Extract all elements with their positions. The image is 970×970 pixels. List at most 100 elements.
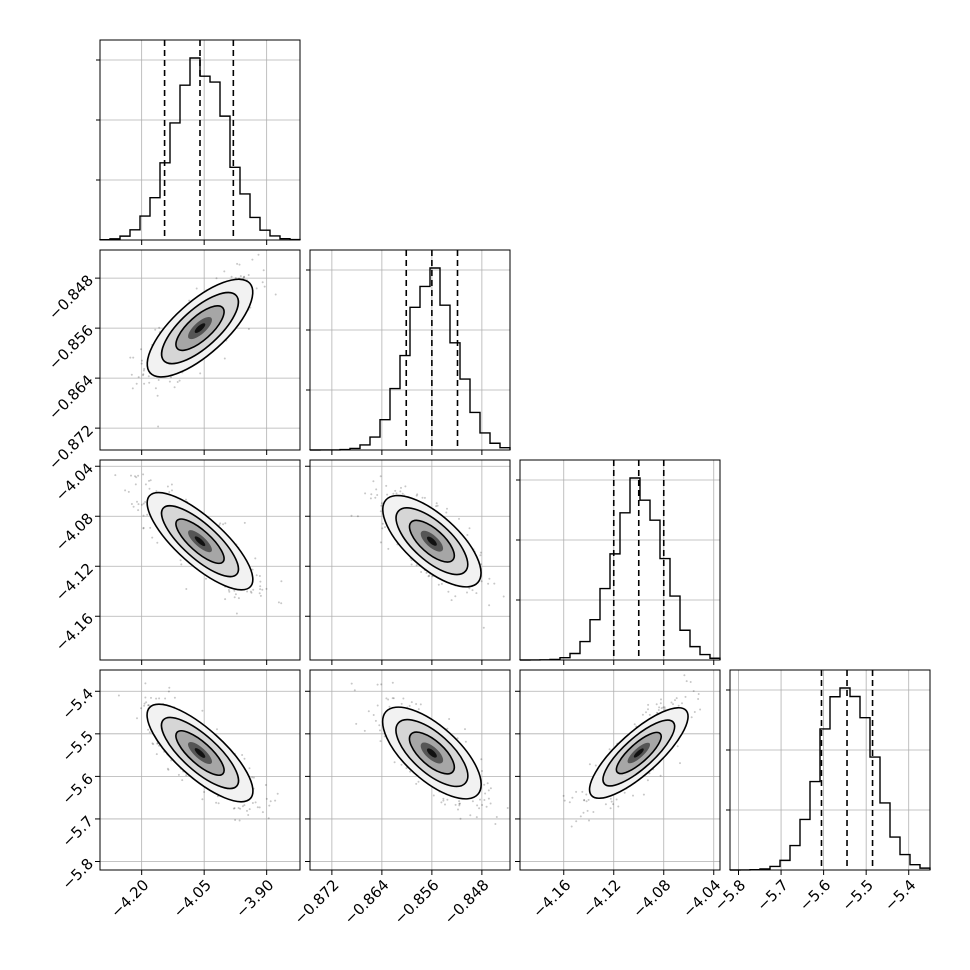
scatter-point: [261, 811, 264, 814]
scatter-point: [575, 790, 578, 793]
scatter-point: [662, 706, 665, 709]
scatter-point: [415, 703, 418, 705]
scatter-point: [380, 502, 383, 505]
scatter-point: [416, 493, 419, 496]
scatter-point: [436, 504, 439, 507]
scatter-point: [219, 522, 222, 525]
scatter-point: [475, 592, 478, 595]
scatter-point: [252, 776, 255, 779]
scatter-point: [246, 809, 248, 812]
scatter-point: [251, 258, 254, 261]
scatter-point: [249, 590, 252, 593]
scatter-point: [176, 381, 179, 383]
density-contour-5: [426, 536, 437, 546]
scatter-point: [185, 498, 187, 501]
scatter-point: [142, 369, 145, 372]
scatter-point: [659, 702, 662, 705]
scatter-point: [487, 797, 490, 800]
scatter-point: [142, 473, 145, 476]
scatter-point: [697, 698, 700, 700]
scatter-point: [657, 709, 660, 711]
scatter-point: [483, 799, 486, 801]
scatter-point: [435, 502, 438, 505]
y-tick-label: −0.856: [45, 321, 97, 373]
scatter-point: [167, 690, 170, 693]
scatter-point: [683, 674, 686, 677]
x-tick-label: −4.05: [170, 876, 215, 921]
scatter-point: [583, 799, 586, 801]
scatter-point: [458, 802, 461, 805]
scatter-point: [454, 803, 457, 806]
scatter-point: [685, 680, 688, 683]
scatter-point: [247, 814, 250, 816]
scatter-point: [583, 799, 586, 802]
scatter-point: [246, 590, 249, 593]
scatter-point: [372, 480, 375, 483]
scatter-point: [155, 490, 158, 493]
scatter-point: [144, 501, 147, 503]
scatter-point: [417, 780, 420, 783]
scatter-point: [435, 505, 438, 508]
scatter-point: [215, 801, 218, 804]
scatter-point: [142, 514, 145, 517]
scatter-point: [381, 522, 384, 525]
scatter-point: [486, 782, 489, 785]
scatter-point: [167, 768, 170, 771]
scatter-point: [487, 789, 490, 792]
scatter-point: [575, 820, 578, 823]
scatter-point: [276, 792, 279, 795]
scatter-point: [222, 523, 225, 526]
scatter-point: [699, 708, 702, 711]
scatter-point: [156, 394, 159, 397]
scatter-point: [674, 699, 676, 702]
scatter-point: [466, 534, 469, 536]
scatter-point: [440, 582, 443, 585]
scatter-point: [136, 717, 138, 720]
scatter-point: [672, 703, 674, 706]
scatter-point: [632, 794, 634, 797]
panel-2-2: [516, 459, 721, 665]
scatter-point: [235, 612, 238, 615]
scatter-point: [388, 705, 391, 708]
scatter-point: [423, 496, 426, 499]
scatter-point: [114, 474, 117, 477]
scatter-point: [263, 285, 266, 288]
scatter-point: [646, 779, 649, 782]
scatter-point: [171, 489, 173, 492]
scatter-point: [217, 802, 220, 805]
scatter-point: [147, 728, 150, 731]
scatter-point: [156, 742, 159, 745]
scatter-point: [376, 494, 379, 496]
scatter-point: [134, 483, 137, 486]
scatter-point: [203, 791, 206, 793]
scatter-point: [663, 706, 666, 709]
scatter-point: [487, 582, 490, 585]
panel-2-1: [305, 459, 511, 665]
scatter-point: [454, 595, 457, 598]
scatter-point: [502, 595, 505, 598]
scatter-point: [647, 703, 650, 706]
scatter-point: [588, 763, 591, 766]
scatter-point: [144, 696, 147, 699]
scatter-point: [232, 807, 235, 810]
scatter-point: [445, 511, 448, 514]
scatter-point: [250, 591, 253, 594]
scatter-point: [442, 797, 445, 800]
scatter-point: [489, 802, 492, 805]
scatter-point: [392, 492, 395, 495]
y-tick-label: −5.5: [59, 727, 97, 765]
histogram-step: [729, 687, 931, 871]
scatter-point: [243, 757, 246, 760]
scatter-point: [143, 702, 146, 705]
scatter-point: [387, 698, 390, 701]
panel-frame: [309, 669, 511, 871]
scatter-point: [588, 819, 590, 822]
histogram-step: [309, 267, 511, 451]
scatter-point: [144, 682, 147, 685]
scatter-point: [265, 797, 268, 800]
x-tick-label: −4.12: [579, 876, 624, 921]
scatter-point: [137, 376, 140, 379]
scatter-point: [645, 711, 647, 714]
scatter-point: [609, 807, 612, 810]
scatter-point: [151, 742, 154, 745]
